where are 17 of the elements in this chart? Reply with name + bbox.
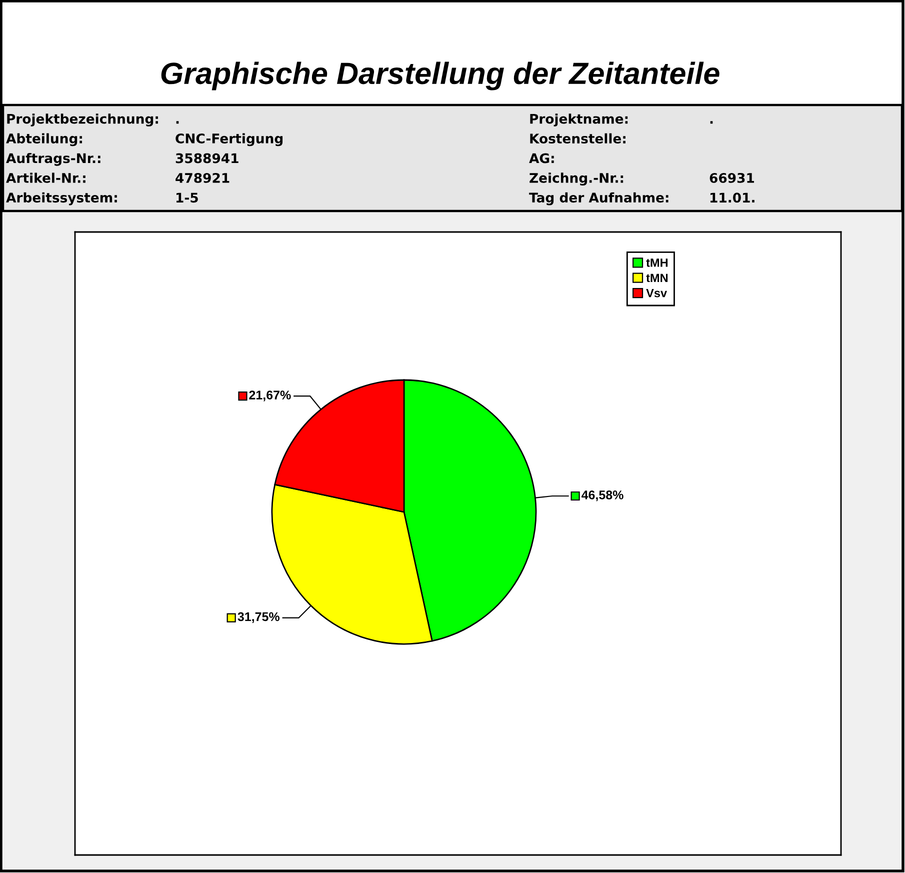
text: Auftrags-Nr.: 3588941 <box>6 152 238 166</box>
legend-label: tMH <box>646 258 668 267</box>
text: Artikel-Nr.: 478921 <box>6 172 230 183</box>
text: Abteilung: CNC-Fertigung <box>6 133 283 146</box>
text: Arbeitssystem: 1-5 <box>6 192 198 206</box>
text: Projektname: . <box>530 114 713 126</box>
legend-label: Vsv <box>646 289 667 298</box>
text: Kostenstelle: <box>530 133 626 144</box>
data-label: 31,75% <box>238 612 280 623</box>
text: Projektbezeichnung: . <box>7 114 179 126</box>
legend-label: tMN <box>646 274 668 282</box>
text: Zeichng.-Nr.: 66931 <box>530 172 754 186</box>
text: Tag der Aufnahme: 11.01. <box>529 192 754 206</box>
data-label: 46,58% <box>581 490 624 502</box>
data-label: 21,67% <box>249 390 291 402</box>
chart-title: Graphische Darstellung der Zeitanteile <box>161 62 720 90</box>
text: AG: <box>529 153 554 164</box>
